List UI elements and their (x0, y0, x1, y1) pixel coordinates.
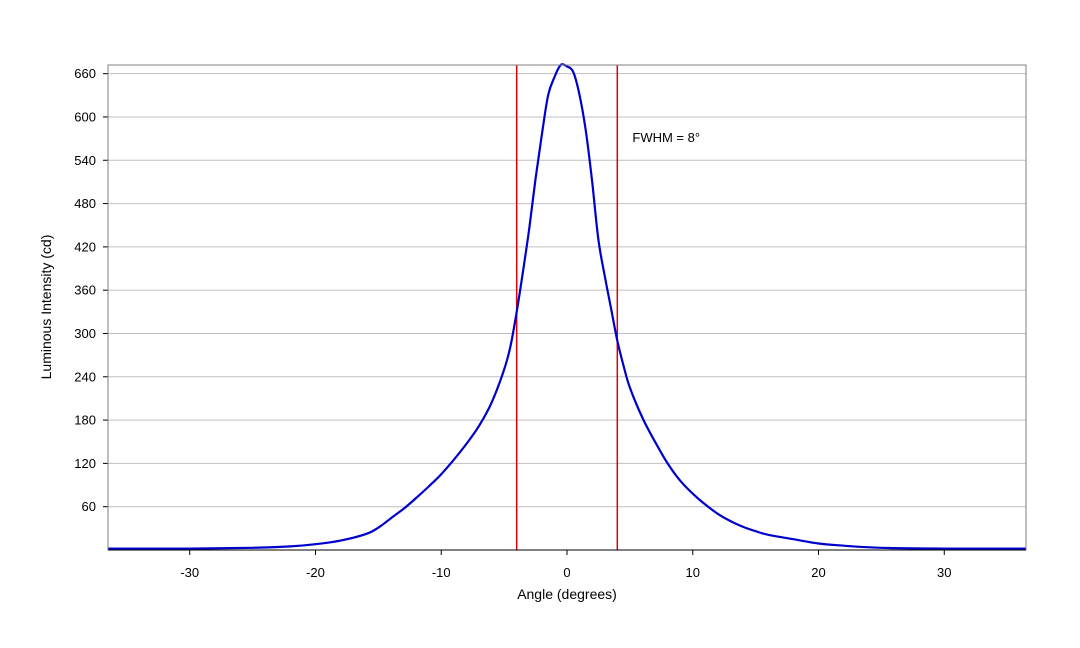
annotations: FWHM = 8° (632, 130, 700, 145)
y-tick-label: 240 (74, 369, 96, 384)
series-line (107, 63, 1027, 550)
plot-area (108, 65, 1026, 550)
x-tick-label: 20 (811, 565, 825, 580)
fwhm-annotation: FWHM = 8° (632, 130, 700, 145)
y-tick-labels: 60 120 180 240 300 360 420 480 540 600 660 (74, 66, 96, 514)
y-tick-label: 540 (74, 153, 96, 168)
y-tick-label: 180 (74, 413, 96, 428)
x-tick-label: -20 (306, 565, 325, 580)
y-tick-label: 360 (74, 283, 96, 298)
x-tick-labels: -30 -20 -10 0 10 20 30 (180, 565, 951, 580)
y-tick-label: 60 (82, 499, 96, 514)
y-tick-label: 300 (74, 326, 96, 341)
x-tick-label: -30 (180, 565, 199, 580)
grid (103, 73, 1026, 555)
x-tick-label: -10 (432, 565, 451, 580)
y-tick-label: 420 (74, 239, 96, 254)
y-tick-label: 660 (74, 66, 96, 81)
x-tick-label: 30 (937, 565, 951, 580)
x-axis-title: Angle (degrees) (517, 586, 617, 602)
x-tick-label: 0 (563, 565, 570, 580)
y-tick-label: 120 (74, 456, 96, 471)
x-tick-label: 10 (686, 565, 700, 580)
y-axis-title: Luminous Intensity (cd) (38, 235, 54, 380)
y-tick-label: 600 (74, 109, 96, 124)
y-tick-label: 480 (74, 196, 96, 211)
